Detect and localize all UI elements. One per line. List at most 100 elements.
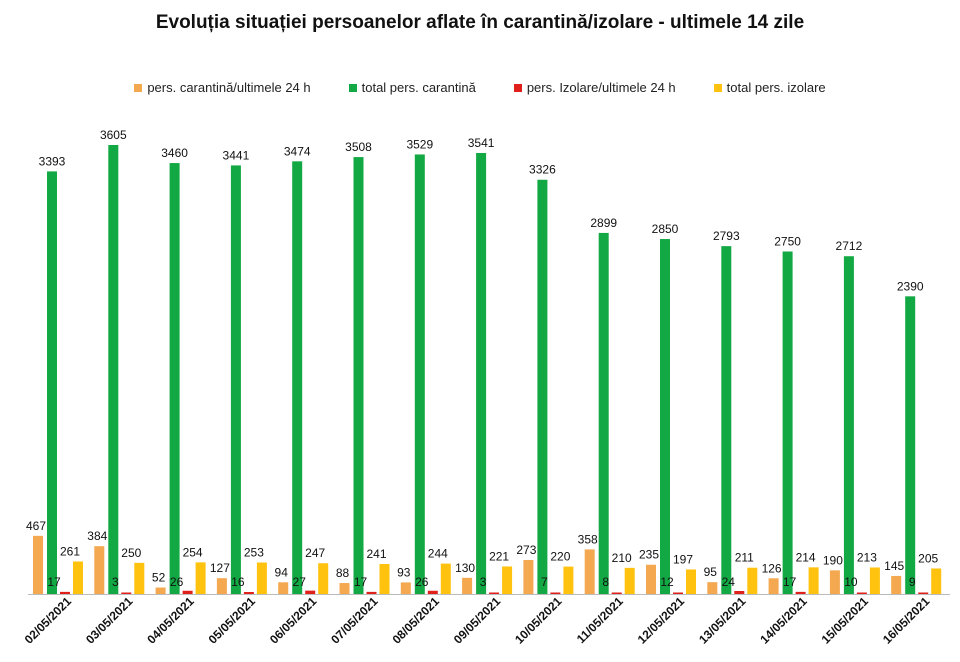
data-label: 247	[305, 546, 325, 560]
data-label: 10	[844, 575, 858, 589]
bar-isolation-total	[563, 566, 574, 594]
legend-label: total pers. carantină	[361, 80, 476, 95]
data-label: 88	[336, 566, 350, 580]
data-label: 250	[121, 546, 141, 560]
bar-isolation-24h	[673, 592, 683, 594]
x-tick-label: 08/05/2021	[390, 594, 443, 647]
x-tick-label: 05/05/2021	[206, 594, 259, 647]
data-label: 213	[857, 550, 877, 564]
x-tick-label: 15/05/2021	[819, 594, 872, 647]
data-label: 244	[428, 547, 448, 561]
x-tick-label: 10/05/2021	[512, 594, 565, 647]
x-tick-label: 12/05/2021	[635, 594, 688, 647]
legend-item-isolation-total: total pers. izolare	[713, 80, 826, 95]
bar-quarantine-24h	[768, 578, 779, 594]
data-label: 26	[415, 575, 429, 589]
x-tick-label: 06/05/2021	[267, 594, 320, 647]
legend-item-quarantine-24h: pers. carantină/ultimele 24 h	[134, 80, 311, 95]
bar-isolation-total	[134, 562, 145, 594]
x-tick-label: 04/05/2021	[144, 594, 197, 647]
bar-isolation-24h	[427, 590, 438, 594]
data-label: 3393	[39, 154, 66, 168]
data-label: 3	[480, 575, 487, 589]
bar-isolation-total	[931, 568, 942, 594]
bar-quarantine-24h	[400, 582, 411, 594]
bar-quarantine-total	[108, 145, 119, 594]
bar-quarantine-24h	[339, 583, 350, 594]
data-label: 2390	[897, 279, 924, 293]
legend-item-isolation-24h: pers. Izolare/ultimele 24 h	[513, 80, 676, 95]
data-label: 221	[489, 549, 509, 563]
x-tick-label: 07/05/2021	[328, 594, 381, 647]
data-label: 26	[170, 575, 184, 589]
data-label: 254	[183, 545, 203, 559]
data-label: 95	[704, 565, 718, 579]
legend-label: total pers. izolare	[726, 80, 826, 95]
x-tick-label: 09/05/2021	[451, 594, 504, 647]
bar-isolation-total	[318, 563, 329, 594]
bar-isolation-24h	[795, 591, 806, 594]
data-label: 205	[918, 551, 938, 565]
data-label: 17	[783, 575, 797, 589]
bar-quarantine-total	[598, 232, 609, 594]
data-label: 2793	[713, 229, 740, 243]
data-label: 17	[354, 575, 368, 589]
data-label: 3529	[406, 137, 433, 151]
bar-isolation-total	[379, 563, 390, 594]
bar-isolation-24h	[121, 592, 132, 594]
bar-isolation-24h	[856, 592, 867, 594]
data-label: 145	[884, 559, 904, 573]
data-label: 220	[550, 550, 570, 564]
bar-quarantine-24h	[829, 570, 840, 594]
legend-swatch	[513, 83, 522, 92]
data-label: 127	[210, 561, 230, 575]
legend-item-quarantine-total: total pers. carantină	[348, 80, 476, 95]
legend: pers. carantină/ultimele 24 h total pers…	[0, 80, 960, 95]
bar-isolation-total	[624, 567, 635, 594]
bar-quarantine-total	[353, 157, 364, 594]
bar-quarantine-total	[843, 256, 854, 594]
data-label: 94	[275, 565, 289, 579]
x-tick-label: 13/05/2021	[696, 594, 749, 647]
data-label: 190	[823, 553, 843, 567]
bar-quarantine-24h	[278, 582, 289, 594]
bar-quarantine-24h	[33, 535, 43, 594]
chart-title: Evoluția situației persoanelor aflate în…	[155, 12, 805, 33]
bar-quarantine-total	[905, 296, 916, 594]
bar-quarantine-24h	[94, 546, 105, 594]
data-label: 130	[455, 561, 475, 575]
bar-isolation-24h	[366, 591, 377, 594]
data-label: 3326	[529, 163, 556, 177]
data-label: 210	[612, 551, 632, 565]
bar-isolation-total	[195, 562, 206, 594]
data-label: 2750	[774, 234, 801, 248]
data-label: 52	[152, 571, 166, 585]
bar-isolation-24h	[734, 591, 745, 594]
x-tick-label: 02/05/2021	[22, 594, 75, 647]
x-tick-label: 14/05/2021	[757, 594, 810, 647]
bar-quarantine-total	[292, 161, 303, 594]
data-label: 3605	[100, 128, 127, 142]
data-label: 3	[112, 575, 119, 589]
bar-isolation-24h	[305, 590, 316, 594]
bar-isolation-total	[686, 569, 696, 594]
data-label: 27	[293, 575, 307, 589]
data-label: 273	[516, 543, 536, 557]
bar-isolation-total	[73, 561, 83, 594]
legend-label: pers. carantină/ultimele 24 h	[147, 80, 311, 95]
data-label: 253	[244, 545, 264, 559]
x-tick-label: 16/05/2021	[880, 594, 933, 647]
data-label: 261	[60, 544, 80, 558]
bar-quarantine-24h	[216, 578, 227, 594]
bar-isolation-total	[440, 563, 451, 594]
data-label: 2850	[652, 222, 679, 236]
bar-isolation-total	[747, 567, 758, 594]
data-label: 358	[578, 532, 598, 546]
bar-quarantine-24h	[707, 582, 718, 594]
bar-isolation-total	[502, 566, 513, 594]
data-label: 214	[796, 550, 816, 564]
data-label: 384	[87, 529, 107, 543]
bar-quarantine-total	[230, 165, 241, 594]
bar-quarantine-24h	[523, 559, 534, 594]
